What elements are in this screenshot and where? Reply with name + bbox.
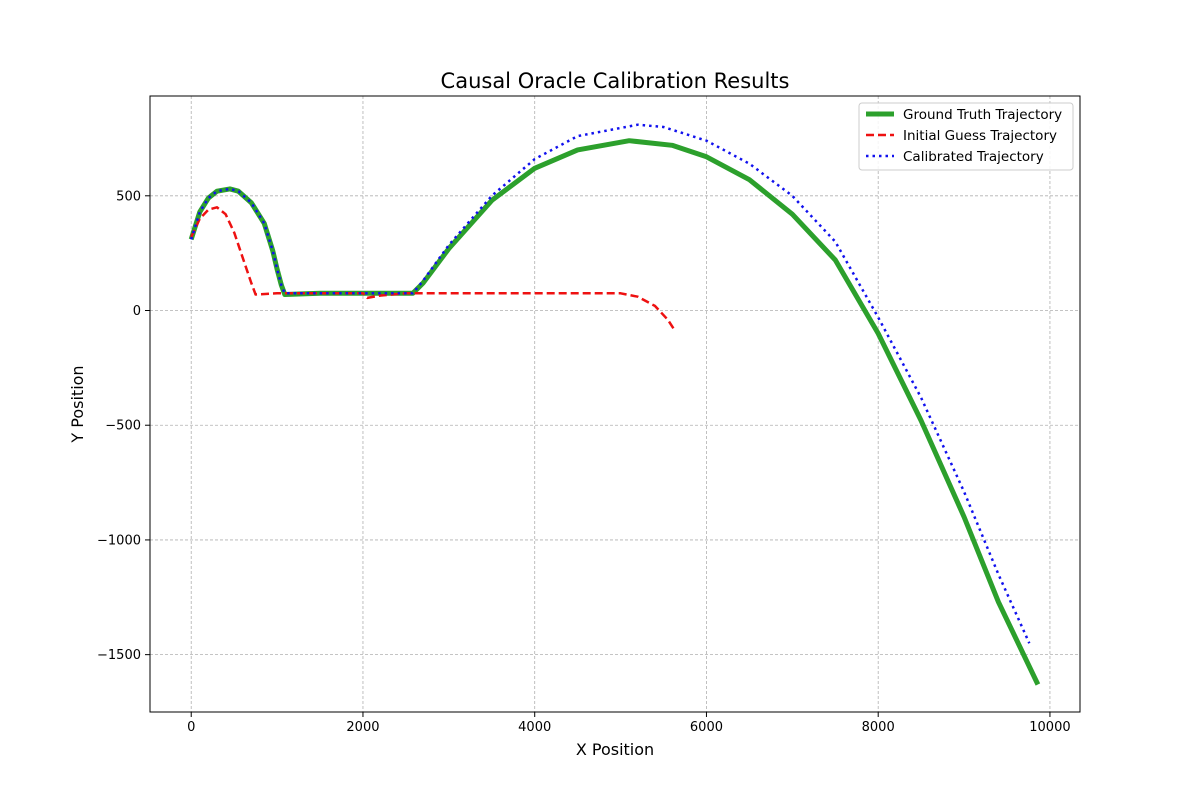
x-tick-label: 4000 <box>518 720 551 735</box>
legend-label-2: Initial Guess Trajectory <box>903 128 1057 144</box>
x-tick-label: 10000 <box>1029 720 1070 735</box>
y-axis-label: Y Position <box>68 365 87 443</box>
x-tick-label: 2000 <box>346 720 379 735</box>
grid-lines <box>150 96 1080 712</box>
x-tick-label: 8000 <box>862 720 895 735</box>
series-layer <box>188 123 1041 686</box>
y-tick-label: 0 <box>133 304 141 319</box>
legend-label-1: Ground Truth Trajectory <box>903 107 1062 123</box>
plot-frame <box>149 95 1081 713</box>
x-tick-label: 6000 <box>690 720 723 735</box>
chart-title: Causal Oracle Calibration Results <box>441 69 790 93</box>
legend: Ground Truth Trajectory Initial Guess Tra… <box>858 102 1074 171</box>
y-tick-label: −1500 <box>97 648 141 663</box>
legend-label-3: Calibrated Trajectory <box>903 149 1044 165</box>
y-tick-label: −500 <box>105 419 141 434</box>
y-tick-label: 500 <box>116 189 141 204</box>
legend-box <box>858 102 1074 171</box>
x-tick-label: 0 <box>187 720 195 735</box>
series-line-3 <box>190 123 1031 644</box>
y-tick-label: −1000 <box>97 533 141 548</box>
axis-ticks: 0 2000 4000 6000 8000 10000 −1500 −1000 −500 0 500 <box>97 189 1071 735</box>
x-axis-label: X Position <box>576 740 654 759</box>
series-line-1 <box>188 138 1041 686</box>
